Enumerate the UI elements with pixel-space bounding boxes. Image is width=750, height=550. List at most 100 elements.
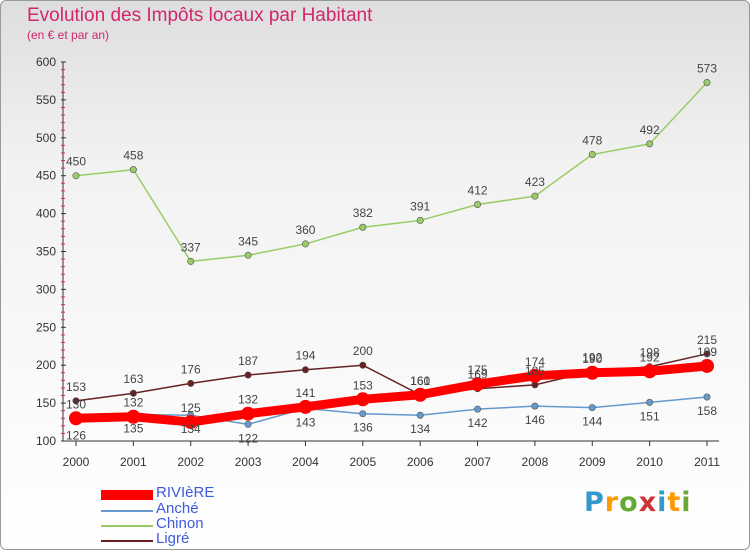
data-point <box>470 377 485 392</box>
data-label: 190 <box>582 352 602 366</box>
data-point <box>244 371 252 379</box>
y-tick-label: 150 <box>36 396 56 410</box>
data-label: 153 <box>353 378 373 392</box>
data-label: 146 <box>525 413 545 427</box>
data-point <box>126 409 141 424</box>
data-point <box>413 387 428 402</box>
x-tick-label: 2006 <box>407 455 434 469</box>
x-tick-label: 2007 <box>464 455 491 469</box>
data-label: 199 <box>697 345 717 359</box>
data-label: 132 <box>238 393 258 407</box>
data-label: 158 <box>697 404 717 418</box>
data-label: 175 <box>468 363 488 377</box>
data-label: 423 <box>525 175 545 189</box>
data-point <box>187 379 195 387</box>
data-label: 141 <box>295 386 315 400</box>
data-label: 200 <box>353 344 373 358</box>
logo-letter: t <box>667 487 682 518</box>
series-line-0 <box>71 361 712 427</box>
data-point <box>703 78 711 86</box>
y-tick-label: 600 <box>36 55 56 69</box>
logo-letter: P <box>584 487 605 518</box>
data-point <box>183 415 198 430</box>
data-label: 144 <box>582 415 602 429</box>
data-label: 174 <box>525 355 545 369</box>
data-point <box>244 251 252 259</box>
data-label: 151 <box>640 409 660 423</box>
x-tick-label: 2011 <box>694 455 720 469</box>
logo-letter: o <box>619 487 639 518</box>
data-label: 382 <box>353 206 373 220</box>
data-label: 391 <box>410 199 430 213</box>
data-point <box>703 350 711 358</box>
data-label: 134 <box>181 422 201 436</box>
y-tick-label: 500 <box>36 131 56 145</box>
data-point <box>703 393 711 401</box>
data-label: 573 <box>697 61 717 75</box>
legend-label-riviere: RIVIèRE <box>156 484 215 501</box>
data-label: 143 <box>295 415 315 429</box>
data-point <box>359 410 367 418</box>
x-tick-label: 2009 <box>579 455 606 469</box>
data-point <box>72 172 80 180</box>
data-label: 122 <box>238 431 258 445</box>
data-point <box>416 411 424 419</box>
data-label: 169 <box>468 368 488 382</box>
data-point <box>527 368 542 383</box>
y-tick-label: 350 <box>36 245 56 259</box>
data-label: 161 <box>410 374 430 388</box>
data-point <box>474 405 482 413</box>
data-point <box>646 398 654 406</box>
logo-letter: x <box>638 487 658 518</box>
data-label: 337 <box>181 240 201 254</box>
data-label: 136 <box>353 421 373 435</box>
data-label: 492 <box>640 123 660 137</box>
data-label: 478 <box>582 133 602 147</box>
data-point <box>359 361 367 369</box>
y-tick-label: 550 <box>36 93 56 107</box>
data-label: 134 <box>410 422 430 436</box>
legend-label-anche: Anché <box>156 500 199 517</box>
data-point <box>585 365 600 380</box>
data-label: 132 <box>123 396 143 410</box>
data-label: 215 <box>697 333 717 347</box>
chart-title: Evolution des Impôts locaux par Habitant <box>27 5 373 26</box>
legend-swatch-riviere <box>101 490 153 500</box>
x-tick-label: 2010 <box>636 455 663 469</box>
data-point <box>244 420 252 428</box>
x-tick-label: 2005 <box>349 455 376 469</box>
data-point <box>72 397 80 405</box>
data-label: 160 <box>410 374 430 388</box>
logo-letter: i <box>657 487 668 518</box>
data-label: 135 <box>123 421 143 435</box>
x-tick-label: 2004 <box>292 455 319 469</box>
data-label: 198 <box>640 346 660 360</box>
y-tick-label: 450 <box>36 169 56 183</box>
legend-swatch-ligre <box>101 540 153 542</box>
y-tick-label: 400 <box>36 207 56 221</box>
y-tick-label: 300 <box>36 282 56 296</box>
data-point <box>69 411 83 426</box>
data-label: 345 <box>238 234 258 248</box>
y-tick-label: 100 <box>36 434 56 448</box>
data-point <box>301 366 309 374</box>
data-point <box>301 240 309 248</box>
data-point <box>129 389 137 397</box>
data-point <box>588 150 596 158</box>
x-tick-label: 2001 <box>120 455 147 469</box>
data-point <box>531 402 539 410</box>
data-point <box>700 358 714 373</box>
data-point <box>355 392 370 407</box>
data-point <box>187 257 195 265</box>
data-point <box>241 406 256 421</box>
data-point <box>298 399 313 414</box>
data-point <box>359 223 367 231</box>
data-point <box>642 364 657 379</box>
data-point <box>474 201 482 209</box>
data-label: 130 <box>66 397 86 411</box>
x-tick-label: 2003 <box>235 455 262 469</box>
legend-swatch-anche <box>101 510 153 512</box>
chart-subtitle: (en € et par an) <box>27 28 110 42</box>
data-label: 192 <box>582 350 602 364</box>
legend-label-chinon: Chinon <box>156 515 204 532</box>
